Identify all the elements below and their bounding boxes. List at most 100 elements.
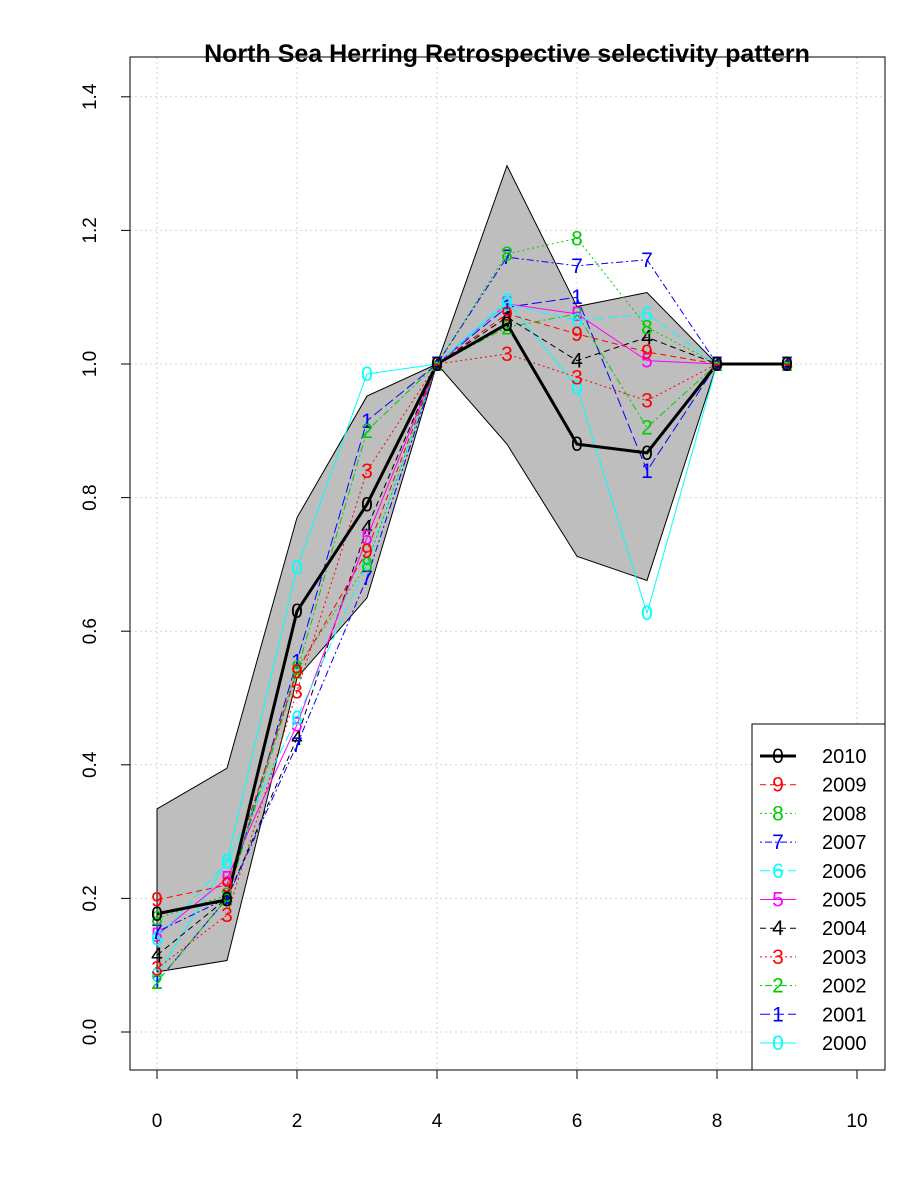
point-2007-5: 7 xyxy=(501,246,513,269)
point-2003-7: 3 xyxy=(641,390,653,413)
point-2002-7: 2 xyxy=(641,416,653,439)
point-2006-7: 6 xyxy=(641,303,653,326)
legend-label-2004: 2004 xyxy=(822,918,867,940)
point-2001-4: 1 xyxy=(431,353,443,376)
point-2010-2: 0 xyxy=(291,600,303,623)
point-2003-5: 3 xyxy=(501,343,513,366)
point-2001-6: 1 xyxy=(571,286,583,309)
point-2009-0: 9 xyxy=(151,889,163,912)
y-tick-label-1: 0.2 xyxy=(80,885,101,911)
legend-item-2008: 8 2008 xyxy=(760,802,867,825)
point-2003-8: 3 xyxy=(711,353,723,376)
point-2002-1: 2 xyxy=(221,887,233,910)
point-2007-9: 7 xyxy=(781,353,793,376)
point-2003-6: 3 xyxy=(571,366,583,389)
point-2006-0: 6 xyxy=(151,927,163,950)
point-2007-1: 7 xyxy=(221,887,233,910)
point-2003-2: 3 xyxy=(291,680,303,703)
legend-marker-2000: 0 xyxy=(772,1032,784,1055)
point-2001-1: 1 xyxy=(221,887,233,910)
legend-item-2000: 0 2000 xyxy=(760,1032,867,1055)
series-line-2001 xyxy=(156,296,787,983)
point-2010-3: 0 xyxy=(361,493,373,516)
point-2001-9: 1 xyxy=(781,353,793,376)
legend-item-2010: 0 2010 xyxy=(760,745,867,768)
point-2004-4: 4 xyxy=(431,353,443,376)
point-2009-7: 9 xyxy=(641,341,653,364)
legend-item-2009: 9 2009 xyxy=(760,774,867,797)
point-2005-5: 5 xyxy=(501,293,513,316)
point-2001-5: 1 xyxy=(501,296,513,319)
point-2003-4: 3 xyxy=(431,353,443,376)
point-2010-7: 0 xyxy=(641,442,653,465)
point-2007-2: 7 xyxy=(291,734,303,757)
x-tick-label-3: 6 xyxy=(572,1111,583,1132)
point-2002-5: 2 xyxy=(501,316,513,339)
series-line-2009 xyxy=(156,313,787,901)
legend-item-2007: 7 2007 xyxy=(760,831,867,854)
point-2000-7: 0 xyxy=(641,602,653,625)
chart-title: North Sea Herring Retrospective selectiv… xyxy=(204,40,810,68)
uncertainty-band xyxy=(156,164,718,973)
point-2003-3: 3 xyxy=(361,460,373,483)
axes: 0 2 4 6 8 100.00.20.40.60.81.01.21.4 xyxy=(80,83,868,1132)
point-2006-6: 6 xyxy=(571,310,583,333)
point-2000-1: 0 xyxy=(221,851,233,874)
legend-label-2003: 2003 xyxy=(822,947,867,969)
legend-marker-2005: 5 xyxy=(772,889,784,912)
y-tick-label-7: 1.4 xyxy=(80,83,101,110)
point-2006-2: 6 xyxy=(291,707,303,730)
x-tick-label-1: 2 xyxy=(292,1111,303,1132)
point-2008-6: 8 xyxy=(571,227,583,250)
legend-item-2004: 4 2004 xyxy=(760,917,867,940)
point-2005-3: 5 xyxy=(361,527,373,550)
series-line-2006 xyxy=(156,303,787,939)
y-tick-label-3: 0.6 xyxy=(80,618,101,644)
point-2008-4: 8 xyxy=(431,353,443,376)
point-2000-2: 0 xyxy=(291,557,303,580)
point-2010-1: 0 xyxy=(221,889,233,912)
point-2002-6: 2 xyxy=(571,303,583,326)
point-2002-3: 2 xyxy=(361,420,373,443)
point-2000-3: 0 xyxy=(361,363,373,386)
y-tick-label-5: 1.0 xyxy=(80,351,101,377)
point-2010-4: 0 xyxy=(431,353,443,376)
x-tick-label-0: 0 xyxy=(152,1111,163,1132)
point-2001-0: 1 xyxy=(151,971,163,994)
x-tick-label-5: 10 xyxy=(846,1111,867,1132)
x-tick-label-2: 4 xyxy=(432,1111,443,1132)
point-2000-4: 0 xyxy=(431,353,443,376)
series-layer xyxy=(156,237,787,983)
legend-label-2005: 2005 xyxy=(822,890,867,912)
point-2010-5: 0 xyxy=(501,313,513,336)
legend-label-2010: 2010 xyxy=(822,746,867,768)
point-2006-4: 6 xyxy=(431,353,443,376)
point-2009-6: 9 xyxy=(571,323,583,346)
y-tick-label-0: 0.0 xyxy=(80,1019,101,1045)
point-2009-1: 9 xyxy=(221,874,233,897)
legend-marker-2004: 4 xyxy=(772,917,784,940)
point-2001-3: 1 xyxy=(361,410,373,433)
legend-marker-2007: 7 xyxy=(772,831,784,854)
legend-item-2002: 2 2002 xyxy=(760,975,867,998)
point-2009-5: 9 xyxy=(501,303,513,326)
point-2003-0: 3 xyxy=(151,958,163,981)
point-2002-8: 2 xyxy=(711,353,723,376)
point-2008-9: 8 xyxy=(781,353,793,376)
point-2003-1: 3 xyxy=(221,904,233,927)
point-2007-4: 7 xyxy=(431,353,443,376)
point-2004-3: 4 xyxy=(361,517,373,540)
legend-marker-2010: 0 xyxy=(772,745,784,768)
legend-label-2002: 2002 xyxy=(822,976,867,998)
point-2005-9: 5 xyxy=(781,353,793,376)
point-2006-5: 6 xyxy=(501,293,513,316)
point-2009-4: 9 xyxy=(431,353,443,376)
legend-label-2000: 2000 xyxy=(822,1033,867,1055)
point-2005-7: 5 xyxy=(641,350,653,373)
point-2009-9: 9 xyxy=(781,353,793,376)
point-2007-0: 7 xyxy=(151,921,163,944)
point-2000-5: 0 xyxy=(501,290,513,313)
point-2001-8: 1 xyxy=(711,353,723,376)
point-2005-4: 5 xyxy=(431,353,443,376)
